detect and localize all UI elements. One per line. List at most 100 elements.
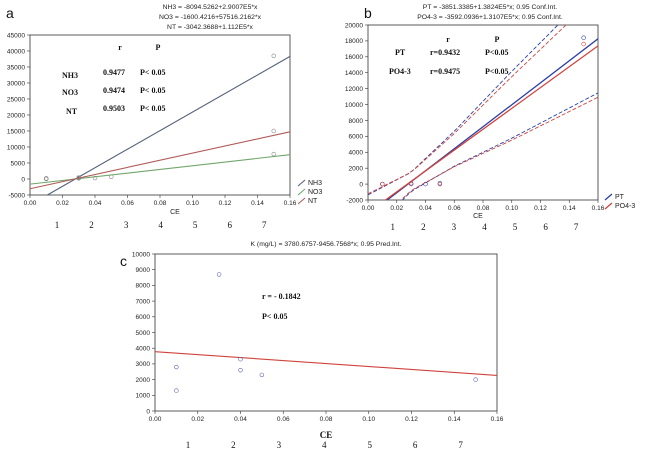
panel-c-sample-index: 3 [277, 440, 282, 450]
panel-b-row-label-pt: PT [395, 48, 406, 57]
panel-a-row-label-nh3: NH3 [62, 71, 78, 80]
panel-b-xtick-label: 0.06 [448, 205, 461, 212]
panel-b-ytick-label: 10000 [345, 102, 363, 109]
panel-a-ytick-label: 10000 [7, 144, 25, 151]
panel-c-sample-index: 4 [322, 440, 327, 450]
panel-b-legend-swatch-pt [604, 193, 613, 201]
panel-c-ytick-label: 9000 [136, 267, 151, 274]
panel-a-row-label-nt: NT [66, 107, 78, 116]
panel-c-xtick-label: 0.02 [191, 416, 204, 423]
panel-a-row-r-nt: 0.9503 [103, 104, 125, 113]
panel-a-row-p-no3: P< 0.05 [140, 86, 165, 95]
panel-a-sample-index: 4 [158, 220, 163, 230]
panel-b-ytick-label: 18000 [345, 38, 363, 45]
panel-a-xtick-label: 0.08 [154, 200, 167, 207]
panel-c-ytick-label: 10000 [132, 251, 150, 258]
panel-c-xlabel: CE [320, 430, 333, 440]
panel-a-xtick-label: 0.06 [121, 200, 134, 207]
panel-a-sample-index: 1 [55, 220, 60, 230]
panel-c-point [238, 356, 243, 362]
panel-a-ytick-label: 30000 [7, 80, 25, 87]
panel-c-sample-index: 2 [231, 440, 236, 450]
panel-a-point-nt [44, 176, 49, 182]
panel-a-ytick-label: -5000 [8, 192, 25, 199]
panel-b-point-po4 [437, 181, 443, 187]
panel-a-sample-index: 3 [124, 220, 129, 230]
panel-a: NH3 = -8094.5262+2.9007E5*x NO3 = -1600.… [62, 4, 262, 216]
panel-a-xtick-label: 0.04 [89, 200, 102, 207]
panel-a-sample-index: 2 [89, 220, 94, 230]
panel-b-xtick-label: 0.04 [419, 205, 432, 212]
panel-b-conf-band-lower-pt [401, 92, 598, 200]
panel-c-point [174, 388, 179, 393]
panel-a-xtick-label: 0.12 [219, 200, 232, 207]
panel-a-sample-index: 6 [227, 220, 232, 230]
panel-a-ytick-label: 35000 [7, 64, 25, 71]
panel-b-row-p-pt: P<0.05 [485, 48, 508, 57]
panel-a-legend-label-nh3: NH3 [308, 180, 322, 187]
panel-b-sample-index: 5 [513, 222, 518, 232]
panel-b-ytick-label: 2000 [349, 165, 364, 172]
panel-a-point-nt [76, 175, 81, 181]
panel-a-point-no3 [271, 128, 276, 134]
panel-a-ytick-label: 5000 [11, 160, 26, 167]
panel-b-ytick-label: 12000 [345, 86, 363, 93]
panel-b-xtick-label: 0.16 [592, 205, 605, 212]
panel-c-xtick-label: 0.06 [277, 416, 290, 423]
panel-a-legend-swatch-nt [297, 197, 306, 205]
panel-c-title: K (mg/L) = 3780.6757-9456.7568*x; 0.95 P… [251, 241, 402, 248]
panel-b-ytick-label: 14000 [345, 70, 363, 77]
panel-c-ytick-label: 0 [146, 408, 150, 415]
panel-b-plot: 0.00 0.02 0.04 0.06 0.08 0.10 0.12 0.14 0.16 -200… [345, 22, 635, 232]
panel-a-header-r: r [118, 43, 122, 52]
panel-c-sample-index: 1 [186, 440, 191, 450]
panel-b-ytick-label: 4000 [349, 150, 364, 157]
panel-c-ytick-label: 5000 [136, 330, 151, 337]
panel-b-point-po4 [380, 181, 385, 187]
panel-b-point-po4 [408, 181, 414, 187]
panel-b-xtick-label: 0.00 [362, 205, 375, 212]
panel-a-xlabel: CE [170, 209, 180, 216]
panel-b-header-p: P [495, 35, 500, 44]
panel-a-equation-nh3: NH3 = -8094.5262+2.9007E5*x [163, 4, 258, 11]
panel-c-sample-index: 6 [413, 440, 418, 450]
panel-a-row-label-no3: NO3 [62, 88, 78, 97]
panel-a-point-nt [271, 151, 276, 157]
panel-b-conf-band-lower-po4 [400, 96, 598, 200]
panel-b-sample-index: 2 [421, 222, 426, 232]
panel-a-ytick-label: 15000 [7, 128, 25, 135]
panel-b-point-pt [423, 181, 428, 187]
panel-c-sample-index: 5 [367, 440, 372, 450]
panel-a-header-p: P [156, 43, 161, 52]
panel-a-xtick-label: 0.00 [24, 200, 37, 207]
panel-a-legend-swatch-no3 [297, 188, 306, 196]
panel-a-ytick-label: 0 [21, 176, 25, 183]
panel-c-ytick-label: 2000 [136, 377, 151, 384]
panel-label-c: c [120, 253, 127, 269]
panel-b-xtick-label: 0.02 [390, 205, 403, 212]
panel-c-plot: 0.00 0.02 0.04 0.06 0.08 0.10 0.12 0.14 0.16 0 100… [132, 251, 504, 450]
panel-b-legend-label-po4: PO4-3 [615, 203, 635, 210]
panel-label-a: a [6, 5, 14, 21]
panel-b-ytick-label: 20000 [345, 22, 363, 29]
panel-a-plot: 0.00 0.02 0.04 0.06 0.08 0.10 0.12 0.14 0.16 -500… [7, 32, 323, 230]
panel-b-point-po4 [581, 41, 586, 47]
panel-c-xtick-label: 0.16 [491, 416, 504, 423]
panel-c-sample-index: 7 [458, 440, 463, 450]
panel-a-sample-index: 5 [193, 220, 198, 230]
panel-c-ytick-label: 7000 [136, 298, 151, 305]
panel-b-xtick-label: 0.10 [505, 205, 518, 212]
panel-c-xtick-label: 0.00 [149, 416, 162, 423]
panel-b-sample-index: 7 [574, 222, 579, 232]
panel-c-xtick-label: 0.10 [362, 416, 375, 423]
panel-a-ytick-label: 25000 [7, 96, 25, 103]
panel-a-legend-swatch-nh3 [297, 179, 306, 187]
panel-b-sample-index: 6 [543, 222, 548, 232]
panel-a-ytick-label: 20000 [7, 112, 25, 119]
panel-a-row-r-nh3: 0.9477 [103, 68, 125, 77]
panel-c-xtick-label: 0.14 [448, 416, 461, 423]
panel-b-ytick-label: -2000 [346, 197, 363, 204]
panel-b-fit-line-po4 [385, 45, 598, 200]
panel-c-ytick-label: 4000 [136, 346, 151, 353]
